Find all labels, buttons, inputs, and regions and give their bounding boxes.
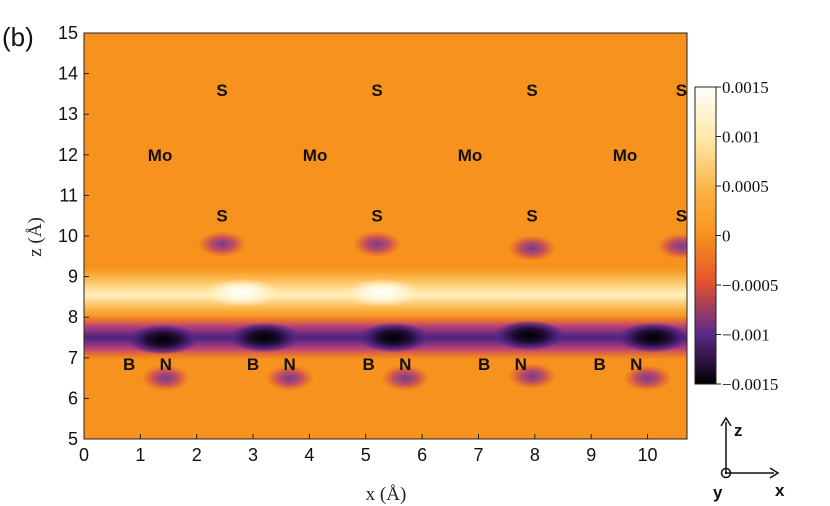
- atom-label-s: S: [216, 81, 227, 100]
- atom-label-mo: Mo: [303, 146, 328, 165]
- heatmap-features: [84, 231, 687, 392]
- positive-peak-spot: [203, 278, 280, 307]
- x-tick-label: 6: [417, 445, 427, 465]
- atom-label-n: N: [630, 355, 642, 374]
- negative-lobe-spot: [657, 233, 687, 260]
- y-tick-label: 9: [68, 267, 78, 287]
- atom-label-s: S: [676, 207, 687, 226]
- x-tick-label: 0: [79, 445, 89, 465]
- atom-label-s: S: [216, 207, 227, 226]
- y-tick-label: 8: [68, 307, 78, 327]
- compass-x-arrowhead-icon: [769, 467, 780, 479]
- x-tick-label: 5: [361, 445, 371, 465]
- compass-z-arrowhead-icon: [720, 416, 732, 427]
- negative-lobe-spot: [265, 365, 314, 392]
- y-axis-title: z (Å): [25, 217, 46, 257]
- y-tick-label: 12: [58, 145, 78, 165]
- heatmap-plot-area: [84, 33, 687, 439]
- y-tick-label: 11: [59, 185, 78, 205]
- negative-lobe-spot: [353, 231, 402, 258]
- x-tick-label: 2: [192, 445, 202, 465]
- atom-label-b: B: [594, 355, 606, 374]
- negative-peak-spot: [126, 324, 199, 355]
- compass-x-label: x: [775, 481, 785, 500]
- axes-compass: z x y: [713, 416, 785, 502]
- x-tick-label: 4: [304, 445, 314, 465]
- y-tick-label: 14: [58, 64, 78, 84]
- atom-label-mo: Mo: [613, 146, 638, 165]
- atom-label-mo: Mo: [458, 146, 483, 165]
- negative-peak-spot: [493, 320, 566, 351]
- atom-label-s: S: [676, 81, 687, 100]
- compass-y-label: y: [713, 483, 723, 502]
- colorbar-tick-label: 0.0005: [722, 177, 769, 196]
- negative-lobe-spot: [141, 365, 190, 392]
- compass-z-label: z: [734, 421, 743, 440]
- y-tick-label: 5: [68, 429, 78, 449]
- atom-label-s: S: [526, 207, 537, 226]
- negative-lobe-spot: [623, 365, 672, 392]
- x-tick-label: 8: [530, 445, 540, 465]
- atom-label-s: S: [371, 81, 382, 100]
- x-tick-label: 1: [135, 445, 145, 465]
- y-tick-label: 6: [68, 388, 78, 408]
- x-tick-label: 7: [473, 445, 483, 465]
- y-axis: 5 6 7 8 9 10 11 12 13 14 15: [58, 23, 89, 449]
- atom-label-n: N: [284, 355, 296, 374]
- x-tick-label: 9: [586, 445, 596, 465]
- atom-label-b: B: [247, 355, 259, 374]
- colorbar-tick-label: 0.0015: [722, 78, 769, 97]
- atom-label-b: B: [362, 355, 374, 374]
- negative-lobe-spot: [508, 363, 557, 390]
- colorbar-gradient: [694, 86, 717, 385]
- atom-label-s: S: [526, 81, 537, 100]
- y-tick-label: 7: [68, 348, 78, 368]
- atom-label-b: B: [123, 355, 135, 374]
- x-tick-label: 10: [638, 445, 658, 465]
- y-tick-label: 13: [58, 104, 78, 124]
- panel-label: (b): [2, 22, 34, 52]
- negative-peak-spot: [357, 322, 430, 353]
- atom-label-s: S: [371, 207, 382, 226]
- negative-lobe-spot: [381, 365, 430, 392]
- compass-y-dot-icon: [724, 471, 728, 475]
- colorbar-ticks: 0.0015 0.001 0.0005 0 −0.0005 −0.001 −0.0015: [716, 78, 778, 394]
- colorbar-tick-label: −0.0005: [722, 276, 778, 295]
- positive-peak-spot: [344, 278, 421, 307]
- y-tick-label: 15: [58, 23, 78, 43]
- y-tick-label: 10: [58, 226, 78, 246]
- x-tick-label: 3: [248, 445, 258, 465]
- x-axis-title: x (Å): [366, 484, 407, 505]
- colorbar-tick-label: 0.001: [722, 128, 760, 147]
- colorbar-tick-label: 0: [722, 227, 731, 246]
- atom-label-mo: Mo: [148, 146, 173, 165]
- compass-y-icon: [720, 467, 732, 479]
- atom-label-n: N: [515, 355, 527, 374]
- negative-peak-spot: [228, 322, 301, 353]
- atom-labels: S S S S Mo Mo Mo Mo S S S S B N B N B N B N B N: [123, 81, 687, 374]
- atom-label-n: N: [399, 355, 411, 374]
- x-axis: 0 1 2 3 4 5 6 7 8 9 10: [79, 434, 658, 465]
- colorbar-tick-label: −0.0015: [722, 375, 778, 394]
- colorbar-tick-label: −0.001: [722, 326, 770, 345]
- atom-label-b: B: [478, 355, 490, 374]
- negative-peak-spot: [617, 322, 687, 353]
- colorbar: 0.0015 0.001 0.0005 0 −0.0005 −0.001 −0.0015: [694, 78, 778, 394]
- negative-lobe-spot: [198, 231, 247, 258]
- negative-lobe-spot: [508, 235, 557, 262]
- atom-label-n: N: [160, 355, 172, 374]
